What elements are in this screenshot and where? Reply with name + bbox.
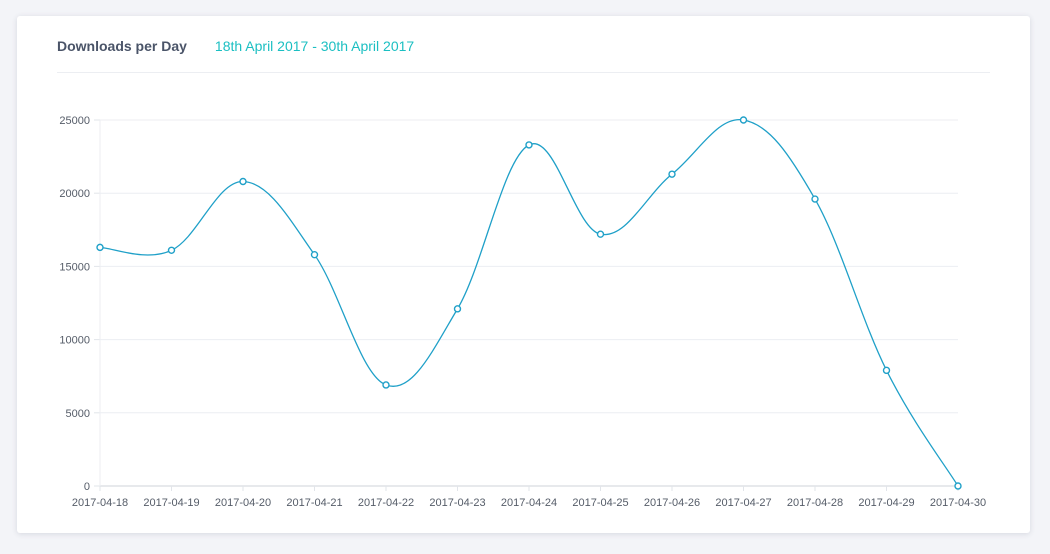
card-header: Downloads per Day 18th April 2017 - 30th…	[57, 38, 990, 73]
data-point[interactable]	[882, 366, 891, 375]
data-point[interactable]	[596, 230, 605, 238]
x-tick-label: 2017-04-21	[286, 497, 342, 509]
y-tick-label: 25000	[59, 115, 90, 127]
x-tick-label: 2017-04-27	[715, 497, 771, 509]
y-tick-label: 15000	[59, 261, 90, 273]
data-point[interactable]	[954, 482, 962, 490]
y-tick-label: 0	[84, 481, 90, 493]
x-tick-label: 2017-04-22	[358, 497, 414, 509]
date-range[interactable]: 18th April 2017 - 30th April 2017	[214, 38, 415, 54]
x-tick-label: 2017-04-24	[501, 497, 557, 509]
x-tick-label: 2017-04-29	[858, 497, 914, 509]
y-tick-label: 20000	[59, 188, 90, 200]
data-point[interactable]	[525, 141, 533, 149]
data-point[interactable]	[811, 195, 819, 203]
y-tick-label: 10000	[59, 335, 90, 347]
y-tick-label: 5000	[66, 408, 90, 420]
x-tick-label: 2017-04-26	[644, 497, 700, 509]
chart-title: Downloads per Day	[57, 38, 187, 54]
line-chart: 0 5000 10000 15000 20000 25000 2017-04-18 2017-…	[59, 115, 986, 509]
x-tick-label: 2017-04-19	[143, 497, 199, 509]
data-point[interactable]	[239, 177, 247, 186]
series-line	[99, 119, 959, 487]
x-tick-label: 2017-04-25	[572, 497, 628, 509]
x-tick-label: 2017-04-18	[72, 497, 128, 509]
data-point[interactable]	[453, 305, 462, 313]
data-point[interactable]	[96, 243, 104, 252]
chart-card: Downloads per Day 18th April 2017 - 30th…	[17, 16, 1030, 533]
data-point[interactable]	[310, 250, 319, 259]
data-point[interactable]	[167, 246, 176, 254]
data-point[interactable]	[668, 170, 676, 178]
x-tick-label: 2017-04-30	[930, 497, 986, 509]
x-tick-label: 2017-04-23	[429, 497, 485, 509]
data-point[interactable]	[739, 116, 748, 124]
x-tick-label: 2017-04-20	[215, 497, 271, 509]
data-point[interactable]	[382, 381, 390, 389]
x-tick-label: 2017-04-28	[787, 497, 843, 509]
